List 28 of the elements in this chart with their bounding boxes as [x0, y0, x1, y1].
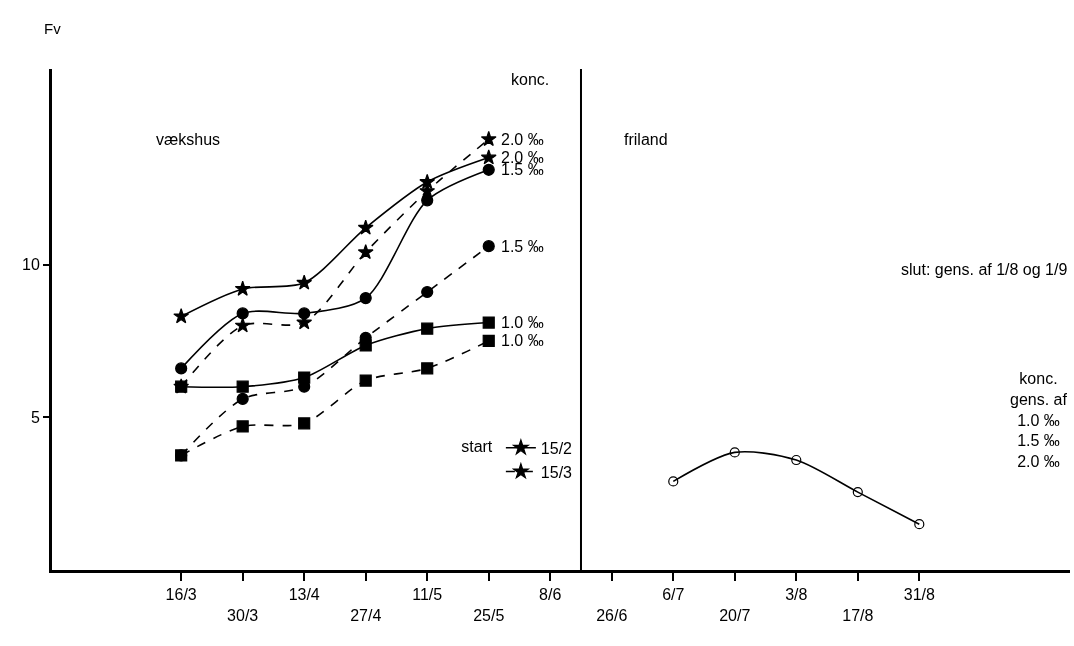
- legend-label: 15/3: [540, 463, 573, 481]
- y-axis-title: Fv: [44, 20, 62, 37]
- annotation: 1.5 ‰: [501, 238, 544, 255]
- x-tick-label: 3/8: [785, 586, 808, 604]
- x-tick-label: 11/5: [412, 586, 443, 604]
- annotation: 1.0 ‰: [501, 332, 544, 349]
- annotation: 1.0 ‰: [501, 314, 544, 331]
- text: konc. gens. af 1.0 ‰ 1.5 ‰ 2.0 ‰: [1010, 370, 1068, 471]
- x-tick-label: 16/3: [165, 586, 197, 604]
- x-tick-label: 20/7: [719, 607, 751, 624]
- x-tick-label: 8/6: [539, 586, 562, 604]
- annotation: vækshus: [156, 131, 221, 148]
- x-tick-label: 26/6: [596, 607, 628, 624]
- annotation: slut: gens. af 1/8 og 1/9: [901, 261, 1068, 278]
- x-tick-label: 13/4: [288, 586, 320, 604]
- x-tick-label: 30/3: [227, 607, 259, 624]
- x-tick-label: 25/5: [473, 607, 505, 624]
- annotation: konc.: [511, 71, 550, 88]
- x-tick-label: 31/8: [903, 586, 935, 604]
- legend-label: 15/2: [540, 439, 573, 457]
- annotation: 2.0 ‰: [501, 131, 544, 148]
- y-tick-label: 10: [22, 256, 40, 274]
- legend-title: start: [461, 437, 493, 455]
- y-tick-label: 5: [30, 408, 40, 426]
- x-tick-label: 17/8: [842, 607, 874, 624]
- x-tick-label: 6/7: [662, 586, 685, 604]
- annotation: friland: [624, 131, 668, 148]
- x-tick-label: 27/4: [350, 607, 382, 624]
